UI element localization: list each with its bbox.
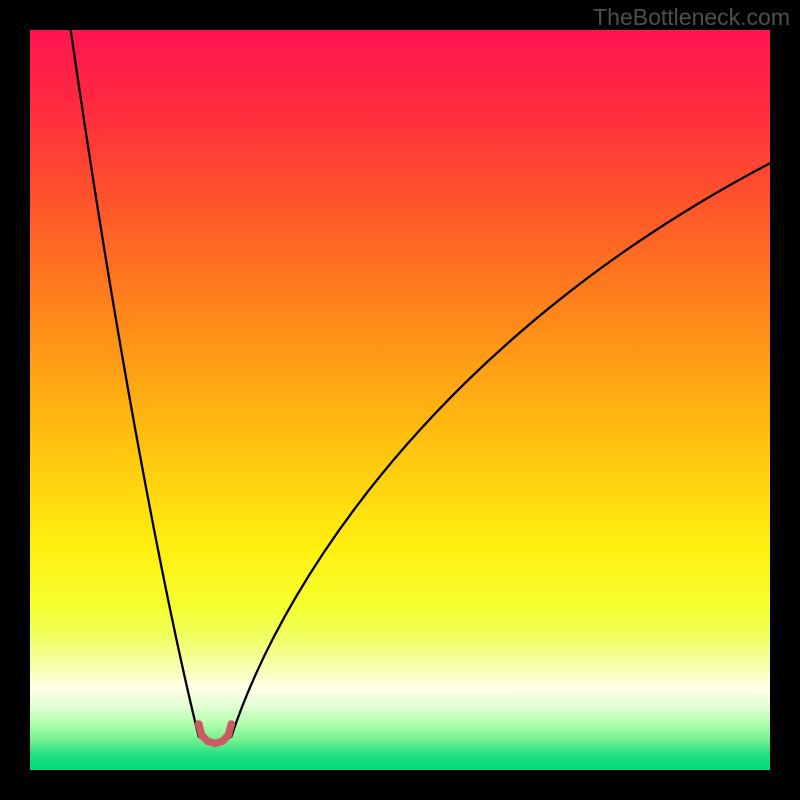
valley-marker-dot <box>195 720 203 728</box>
plot-svg <box>30 30 770 770</box>
gradient-background <box>30 30 770 770</box>
valley-marker-dot <box>224 731 232 739</box>
valley-marker-dot <box>219 737 227 745</box>
valley-marker-dot <box>198 731 206 739</box>
valley-marker-dot <box>227 720 235 728</box>
figure-root: TheBottleneck.com <box>0 0 800 800</box>
valley-marker-dot <box>211 739 219 747</box>
plot-area <box>30 30 770 770</box>
valley-marker-dot <box>204 737 212 745</box>
attribution-text: TheBottleneck.com <box>593 4 790 31</box>
